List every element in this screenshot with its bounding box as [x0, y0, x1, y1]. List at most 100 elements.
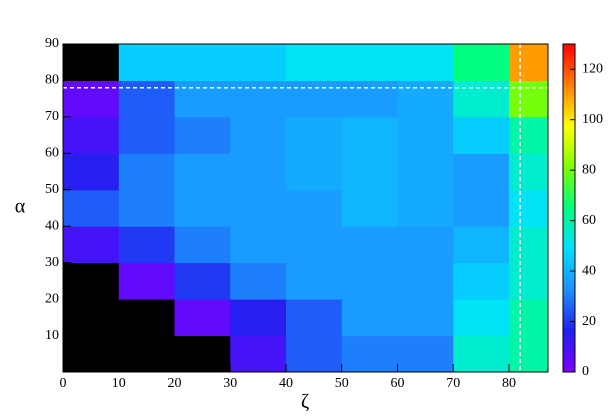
- heat-cell: [453, 153, 510, 191]
- heat-cell: [397, 80, 454, 118]
- heat-cell: [508, 80, 549, 118]
- heat-cell: [230, 335, 287, 373]
- heat-cell: [341, 335, 398, 373]
- heat-cell: [397, 116, 454, 154]
- heat-cell: [285, 262, 343, 300]
- y-tick-label: 80: [45, 73, 59, 88]
- heat-cell: [118, 189, 175, 227]
- heat-cell: [453, 226, 510, 264]
- heat-cell: [174, 153, 231, 191]
- colorbar-tick-label: 0: [582, 364, 589, 379]
- colorbar-tick-label: 40: [582, 263, 596, 278]
- colorbar-tick-label: 60: [582, 213, 596, 228]
- y-tick-label: 20: [45, 291, 59, 306]
- heat-cell: [341, 80, 398, 118]
- heat-cell: [453, 116, 510, 154]
- heat-cell: [341, 44, 398, 81]
- heat-cell: [397, 153, 454, 191]
- heat-cell: [341, 116, 398, 154]
- y-tick-label: 10: [45, 328, 59, 343]
- heat-cell: [118, 116, 175, 154]
- heat-cell: [508, 299, 549, 337]
- heat-cell: [63, 44, 120, 81]
- heat-cell: [174, 262, 231, 300]
- heat-cell: [63, 299, 120, 337]
- heat-cell: [118, 262, 175, 300]
- heat-cell: [63, 262, 120, 300]
- heat-cell: [63, 189, 120, 227]
- heat-cell: [453, 262, 510, 300]
- heat-cell: [341, 299, 398, 337]
- heat-cell: [508, 226, 549, 264]
- x-tick-label: 20: [167, 376, 181, 391]
- heat-cell: [341, 226, 398, 264]
- x-tick-label: 80: [502, 376, 516, 391]
- heat-cell: [453, 335, 510, 373]
- colorbar-tick-label: 80: [582, 162, 596, 177]
- heat-cell: [230, 153, 287, 191]
- heat-cell: [63, 80, 120, 118]
- heat-cell: [453, 299, 510, 337]
- heat-cell: [508, 335, 549, 373]
- colorbar-tick-label: 120: [582, 61, 603, 76]
- heat-cell: [118, 44, 175, 81]
- colorbar-tick-label: 100: [582, 112, 603, 127]
- heat-cell: [285, 335, 343, 373]
- heat-cell: [174, 44, 231, 81]
- x-tick-label: 50: [335, 376, 349, 391]
- heat-cell: [63, 226, 120, 264]
- heat-cell: [285, 189, 343, 227]
- heat-cell: [341, 189, 398, 227]
- heat-cell: [63, 335, 120, 373]
- heat-cell: [118, 226, 175, 264]
- x-tick-label: 10: [112, 376, 126, 391]
- heat-cell: [341, 153, 398, 191]
- heat-cell: [230, 189, 287, 227]
- y-tick-label: 90: [45, 36, 59, 51]
- heat-cell: [285, 80, 343, 118]
- heat-cell: [397, 299, 454, 337]
- heat-cell: [508, 262, 549, 300]
- heat-cell: [174, 226, 231, 264]
- heat-cell: [453, 80, 510, 118]
- heat-cell: [397, 262, 454, 300]
- heat-cell: [230, 262, 287, 300]
- colorbar-tick-label: 20: [582, 314, 596, 329]
- plot-frame: [62, 43, 549, 373]
- heat-cell: [285, 44, 343, 81]
- y-tick-label: 50: [45, 182, 59, 197]
- heat-cell: [453, 44, 510, 81]
- heat-cell: [508, 153, 549, 191]
- heat-cell: [341, 262, 398, 300]
- heat-cell: [230, 44, 287, 81]
- x-axis-label: ζ: [301, 391, 309, 413]
- heat-cell: [118, 153, 175, 191]
- x-tick-label: 70: [446, 376, 460, 391]
- heat-cell: [285, 116, 343, 154]
- heat-cell: [285, 153, 343, 191]
- y-tick-label: 40: [45, 218, 59, 233]
- heat-cell: [508, 189, 549, 227]
- y-axis-label: α: [15, 196, 26, 218]
- heat-cell: [397, 44, 454, 81]
- heat-cell: [174, 299, 231, 337]
- heat-cell: [397, 189, 454, 227]
- y-tick-label: 60: [45, 146, 59, 161]
- heat-cell: [174, 189, 231, 227]
- heat-cell: [508, 44, 549, 81]
- heat-cell: [174, 116, 231, 154]
- heat-cell: [63, 153, 120, 191]
- heat-cell: [285, 299, 343, 337]
- heat-cell: [118, 80, 175, 118]
- x-tick-label: 60: [390, 376, 404, 391]
- y-tick-label: 30: [45, 255, 59, 270]
- colorbar: [562, 43, 576, 373]
- y-tick-label: 70: [45, 109, 59, 124]
- heat-cell: [230, 226, 287, 264]
- heat-cell: [397, 226, 454, 264]
- heat-cell: [230, 80, 287, 118]
- heat-cell: [285, 226, 343, 264]
- heat-cell: [118, 299, 175, 337]
- heat-cell: [397, 335, 454, 373]
